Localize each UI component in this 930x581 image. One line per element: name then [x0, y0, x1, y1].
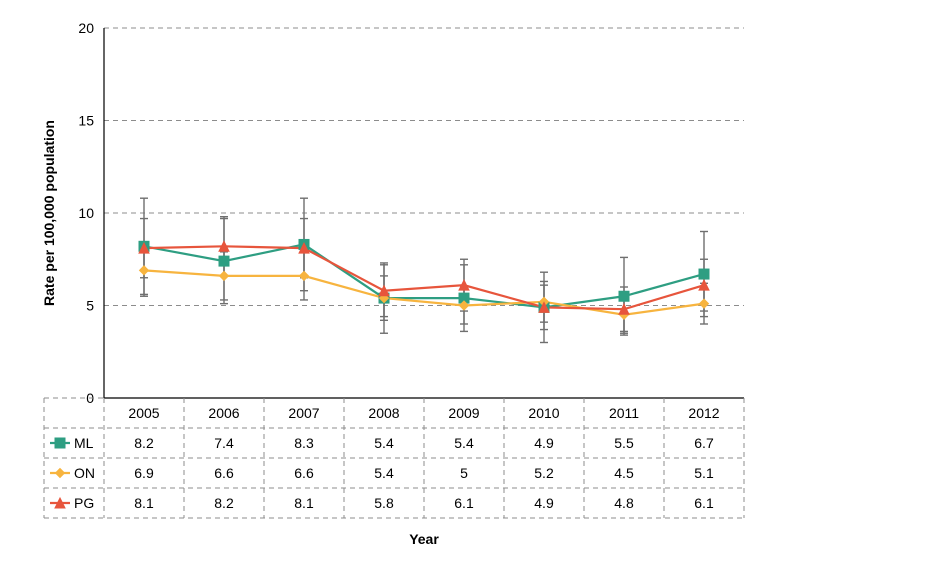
data-cell: 6.6: [294, 465, 314, 481]
data-cell: 7.4: [214, 435, 234, 451]
year-header: 2009: [448, 405, 479, 421]
data-cell: 6.9: [134, 465, 154, 481]
year-header: 2011: [609, 405, 639, 421]
data-cell: 8.2: [134, 435, 154, 451]
svg-text:15: 15: [78, 113, 94, 129]
svg-text:20: 20: [78, 20, 94, 36]
svg-text:5: 5: [86, 298, 94, 314]
data-cell: 8.1: [134, 495, 154, 511]
data-cell: 5.4: [374, 465, 394, 481]
chart-svg: 05101520Rate per 100,000 population20052…: [0, 0, 930, 581]
data-cell: 5.4: [454, 435, 474, 451]
data-cell: 4.8: [614, 495, 634, 511]
data-cell: 5.4: [374, 435, 394, 451]
year-header: 2012: [688, 405, 719, 421]
data-cell: 5.5: [614, 435, 634, 451]
data-cell: 6.6: [214, 465, 234, 481]
year-header: 2005: [128, 405, 159, 421]
data-cell: 5: [460, 465, 468, 481]
data-cell: 8.2: [214, 495, 234, 511]
year-header: 2006: [208, 405, 239, 421]
chart-container: { "chart": { "type": "line-with-errorbar…: [0, 0, 930, 581]
data-cell: 5.8: [374, 495, 394, 511]
series-label: ML: [74, 435, 94, 451]
svg-text:Year: Year: [409, 531, 439, 547]
svg-text:10: 10: [78, 205, 94, 221]
year-header: 2007: [288, 405, 319, 421]
data-cell: 6.1: [694, 495, 714, 511]
series-label: PG: [74, 495, 94, 511]
data-cell: 8.1: [294, 495, 314, 511]
data-cell: 4.9: [534, 495, 554, 511]
svg-text:Rate per 100,000 population: Rate per 100,000 population: [41, 120, 57, 306]
year-header: 2008: [368, 405, 399, 421]
data-cell: 8.3: [294, 435, 314, 451]
data-cell: 6.1: [454, 495, 474, 511]
data-cell: 4.9: [534, 435, 554, 451]
data-cell: 5.1: [694, 465, 714, 481]
year-header: 2010: [528, 405, 559, 421]
data-cell: 4.5: [614, 465, 634, 481]
data-cell: 5.2: [534, 465, 554, 481]
data-cell: 6.7: [694, 435, 714, 451]
series-label: ON: [74, 465, 95, 481]
